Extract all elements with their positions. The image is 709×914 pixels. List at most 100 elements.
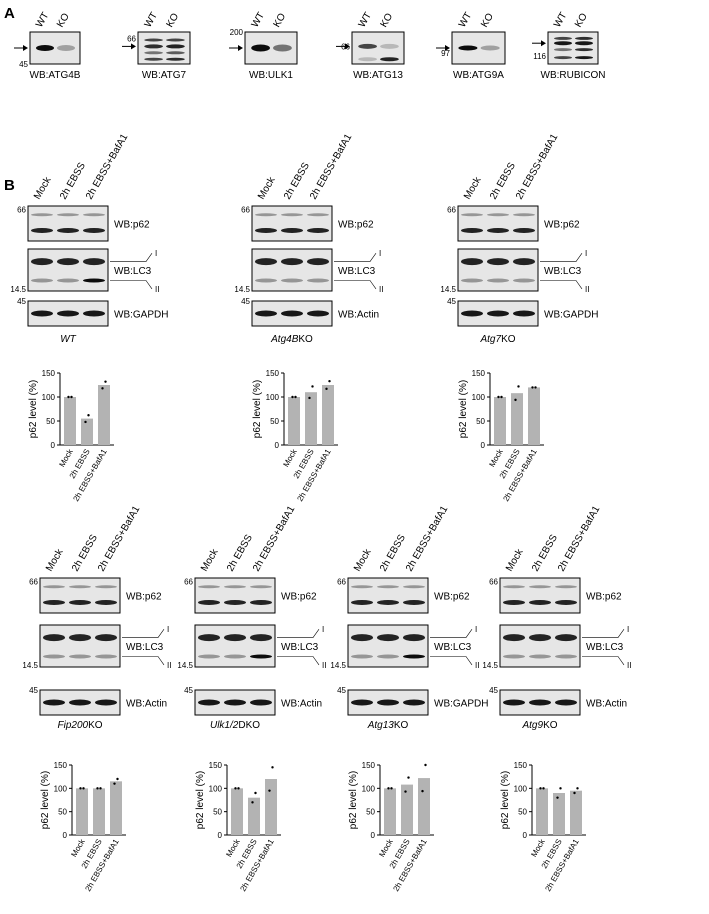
marker: 45: [184, 686, 193, 695]
band-label: II: [475, 661, 479, 670]
leader: [540, 280, 583, 290]
data-point: [67, 395, 70, 399]
lane-label: KO: [165, 11, 182, 29]
blot: [457, 205, 539, 242]
bar: [528, 387, 540, 445]
band: [461, 213, 483, 217]
y-tick-label: 0: [275, 441, 280, 450]
band: [281, 278, 303, 283]
lane-label: Mock: [462, 174, 484, 201]
marker: 66: [489, 578, 498, 587]
band: [83, 310, 105, 317]
genotype: Atg7KO: [479, 334, 515, 345]
band: [529, 654, 551, 659]
marker: 45: [19, 60, 28, 69]
data-point: [387, 787, 390, 790]
band-label: I: [475, 625, 477, 634]
band: [380, 43, 399, 49]
band: [554, 36, 572, 40]
marker: 14.5: [330, 661, 346, 670]
band: [358, 43, 377, 49]
data-point: [497, 395, 500, 399]
band: [250, 634, 272, 642]
lane-label: 2h EBSS+BafA1: [96, 504, 143, 574]
bar: [322, 385, 334, 445]
band: [198, 634, 220, 642]
band: [503, 654, 525, 659]
band: [198, 654, 220, 659]
data-point: [70, 395, 73, 399]
band-label: II: [167, 661, 171, 670]
leader: [334, 253, 377, 262]
data-point: [308, 396, 311, 400]
marker: 66: [29, 578, 38, 587]
arrow-head: [345, 43, 350, 50]
band: [513, 213, 535, 217]
marker: 45: [29, 686, 38, 695]
bar: [231, 788, 243, 835]
band: [57, 310, 79, 317]
bar: [110, 781, 122, 835]
band-label: I: [627, 625, 629, 634]
y-tick-label: 50: [476, 417, 485, 426]
blot: [347, 577, 429, 614]
band: [487, 310, 509, 317]
data-point: [237, 787, 240, 790]
data-point: [407, 776, 410, 779]
y-tick-label: 100: [54, 784, 68, 793]
band: [69, 585, 91, 589]
band: [250, 600, 272, 605]
marker: 14.5: [234, 285, 250, 294]
bar: [305, 392, 317, 445]
band: [224, 699, 246, 706]
blot-label: WB:LC3: [544, 266, 582, 277]
blot: [194, 577, 276, 614]
blot: [251, 205, 333, 242]
band: [95, 600, 117, 605]
band: [403, 600, 425, 605]
band: [555, 654, 577, 659]
band: [43, 654, 65, 659]
band: [377, 600, 399, 605]
data-point: [99, 787, 102, 790]
marker: 45: [241, 297, 250, 306]
arrow-head: [445, 45, 450, 51]
blot: [27, 248, 109, 292]
band: [281, 258, 303, 266]
band: [250, 654, 272, 659]
band: [487, 278, 509, 283]
band: [575, 36, 593, 40]
band: [487, 258, 509, 266]
band-label: II: [379, 285, 383, 294]
y-tick-label: 0: [371, 831, 376, 840]
data-point: [514, 398, 517, 402]
lane-label: 2h EBSS+BafA1: [308, 132, 355, 202]
band: [83, 228, 105, 233]
data-point: [311, 385, 314, 388]
blot-label: WB:LC3: [114, 266, 152, 277]
y-axis-label: p62 level (%): [348, 771, 359, 829]
y-axis-label: p62 level (%): [40, 771, 51, 829]
band: [273, 44, 292, 52]
y-tick-label: 50: [270, 417, 279, 426]
band: [307, 258, 329, 266]
band-label: I: [167, 625, 169, 634]
band: [513, 258, 535, 266]
y-axis-label: p62 level (%): [458, 380, 469, 438]
genotype-gene: Atg9: [521, 720, 543, 731]
y-tick-label: 0: [51, 441, 56, 450]
bar: [494, 397, 506, 445]
y-tick-label: 100: [209, 784, 223, 793]
band: [513, 228, 535, 233]
band: [31, 228, 53, 233]
genotype-gene: Atg7: [479, 334, 501, 345]
band: [69, 654, 91, 659]
bar: [98, 385, 110, 445]
marker: 66: [184, 578, 193, 587]
marker: 14.5: [22, 661, 38, 670]
band: [403, 634, 425, 642]
band: [307, 278, 329, 283]
band: [57, 228, 79, 233]
genotype: Ulk1/2DKO: [210, 720, 260, 731]
band: [351, 699, 373, 706]
